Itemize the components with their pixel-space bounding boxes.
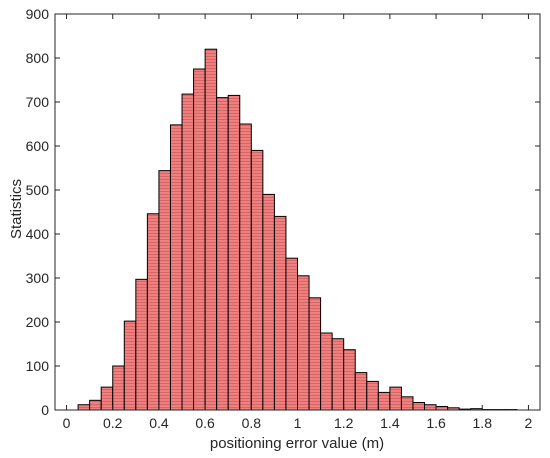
histogram-bar <box>297 275 310 411</box>
histogram-bar <box>273 215 287 411</box>
histogram-bar <box>435 405 449 411</box>
bars-layer <box>77 48 518 411</box>
y-tick-label: 100 <box>26 358 50 374</box>
histogram-bar <box>377 391 391 411</box>
x-tick-label: 0.8 <box>242 415 262 431</box>
histogram-bar <box>320 332 333 411</box>
histogram-bar <box>331 338 345 411</box>
histogram-bar <box>366 380 379 411</box>
x-tick-label: 0.6 <box>195 415 215 431</box>
y-tick-label: 500 <box>26 182 50 198</box>
y-tick-label: 300 <box>26 270 50 286</box>
y-tick-label: 900 <box>26 6 50 22</box>
histogram-bar <box>285 257 299 411</box>
histogram-bar <box>250 149 264 411</box>
y-tick-label: 600 <box>26 138 50 154</box>
histogram-bar <box>389 386 402 411</box>
y-tick-label: 0 <box>41 402 49 418</box>
histogram-bar <box>77 404 91 411</box>
y-tick-label: 800 <box>26 50 50 66</box>
histogram-bar <box>169 124 183 411</box>
histogram-bar <box>343 349 356 411</box>
histogram-bar <box>308 297 322 411</box>
histogram-bar <box>239 123 252 411</box>
histogram-bar <box>424 404 437 411</box>
histogram-bar <box>193 68 206 411</box>
histogram-bar <box>123 320 137 411</box>
y-tick-label: 200 <box>26 314 50 330</box>
histogram-bar <box>158 170 171 411</box>
histogram-bar <box>181 93 195 411</box>
histogram-bar <box>100 386 114 411</box>
x-tick-label: 1 <box>294 415 302 431</box>
x-axis-label: positioning error value (m) <box>210 435 384 452</box>
histogram-bar <box>227 94 241 411</box>
x-tick-label: 0.4 <box>149 415 169 431</box>
histogram-bar <box>89 399 102 411</box>
y-tick-label: 700 <box>26 94 50 110</box>
histogram-bar <box>354 372 368 411</box>
x-tick-label: 1.2 <box>334 415 354 431</box>
x-tick-label: 1.6 <box>426 415 446 431</box>
histogram-bar <box>135 278 148 411</box>
x-tick-label: 2 <box>525 415 533 431</box>
histogram-bar <box>204 48 218 411</box>
x-tick-label: 0 <box>63 415 71 431</box>
histogram-bar <box>146 213 160 411</box>
y-tick-label: 400 <box>26 226 50 242</box>
histogram-bar <box>412 402 426 411</box>
histogram-bar <box>216 97 229 411</box>
ticks-layer: 0 0.2 0.4 0.6 0.8 1 1.2 1.4 1.6 1.8 2 0 100 200 300 400… <box>26 6 540 431</box>
histogram-bar <box>400 396 414 411</box>
x-tick-label: 0.2 <box>103 415 123 431</box>
y-axis-label: Statistics <box>8 179 25 239</box>
histogram-bar <box>112 365 125 411</box>
x-tick-label: 1.4 <box>380 415 400 431</box>
x-tick-label: 1.8 <box>473 415 493 431</box>
histogram-bar <box>262 193 275 411</box>
